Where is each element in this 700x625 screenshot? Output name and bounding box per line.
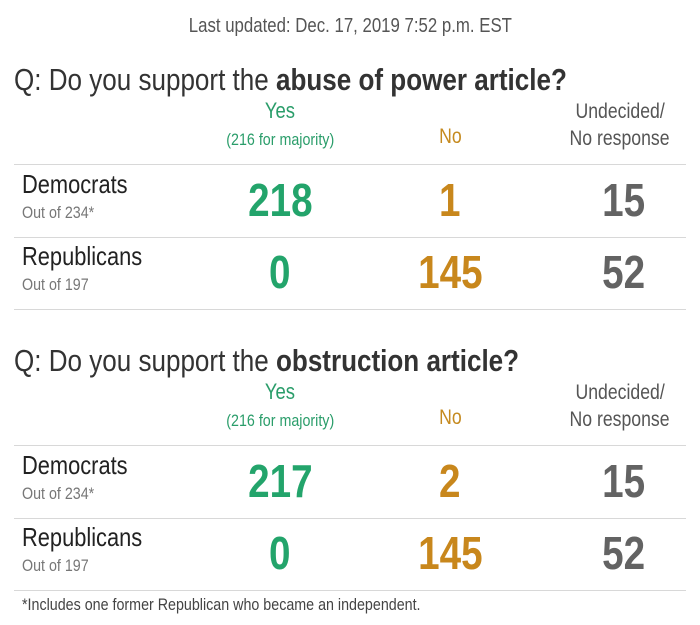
footnote-text: *Includes one former Republican who beca…	[22, 595, 421, 614]
yes-label: Yes	[264, 379, 296, 404]
party-name: Democrats	[22, 169, 128, 199]
yes-count: 0	[269, 246, 291, 298]
no-count: 145	[417, 527, 483, 579]
party-name: Republicans	[22, 522, 143, 552]
yes-label: Yes	[264, 98, 296, 123]
question-topic: obstruction article?	[276, 343, 520, 378]
majority-note: (216 for majority)	[226, 411, 334, 430]
column-header-no: No	[400, 406, 500, 430]
undecided-label-line1: Undecided/	[575, 100, 665, 123]
section-obstruction: Q: Do you support the obstruction articl…	[0, 343, 700, 591]
table-row-republicans: Republicans Out of 197 0 145 52	[14, 237, 686, 310]
column-header-undecided: Undecided/ No response	[540, 98, 700, 152]
undecided-count: 15	[602, 174, 646, 226]
table-row-democrats: Democrats Out of 234* 218 1 15	[14, 164, 686, 238]
footnote: *Includes one former Republican who beca…	[22, 595, 496, 615]
question-prefix: Q: Do you support the	[14, 62, 277, 97]
last-updated: Last updated: Dec. 17, 2019 7:52 p.m. ES…	[0, 15, 700, 38]
party-name: Democrats	[22, 450, 128, 480]
section-abuse-of-power: Q: Do you support the abuse of power art…	[0, 62, 700, 310]
table-row-republicans: Republicans Out of 197 0 145 52	[14, 518, 686, 591]
party-total: Out of 197	[22, 275, 89, 294]
column-header-yes: Yes (216 for majority)	[180, 379, 380, 431]
undecided-count: 52	[602, 527, 646, 579]
undecided-label-line2: No response	[569, 408, 671, 431]
party-name: Republicans	[22, 241, 143, 271]
undecided-count: 52	[602, 246, 646, 298]
column-header-undecided: Undecided/ No response	[540, 379, 700, 433]
yes-count: 0	[269, 527, 291, 579]
party-total: Out of 234*	[22, 484, 95, 503]
table-row-democrats: Democrats Out of 234* 217 2 15	[14, 445, 686, 519]
question-topic: abuse of power article?	[276, 62, 567, 97]
column-header-no: No	[400, 125, 500, 149]
yes-count: 217	[247, 455, 313, 507]
undecided-count: 15	[602, 455, 646, 507]
last-updated-text: Last updated: Dec. 17, 2019 7:52 p.m. ES…	[188, 15, 512, 37]
no-label: No	[438, 406, 462, 429]
column-header-yes: Yes (216 for majority)	[180, 98, 380, 150]
no-count: 1	[439, 174, 461, 226]
yes-count: 218	[247, 174, 313, 226]
undecided-label-line2: No response	[569, 127, 671, 150]
no-count: 145	[417, 246, 483, 298]
question-prefix: Q: Do you support the	[14, 343, 277, 378]
majority-note: (216 for majority)	[226, 130, 334, 149]
party-total: Out of 197	[22, 556, 89, 575]
undecided-label-line1: Undecided/	[575, 381, 665, 404]
question-abuse-of-power: Q: Do you support the abuse of power art…	[14, 62, 672, 98]
no-label: No	[438, 125, 462, 148]
no-count: 2	[439, 455, 461, 507]
party-total: Out of 234*	[22, 203, 95, 222]
question-obstruction: Q: Do you support the obstruction articl…	[14, 343, 615, 379]
